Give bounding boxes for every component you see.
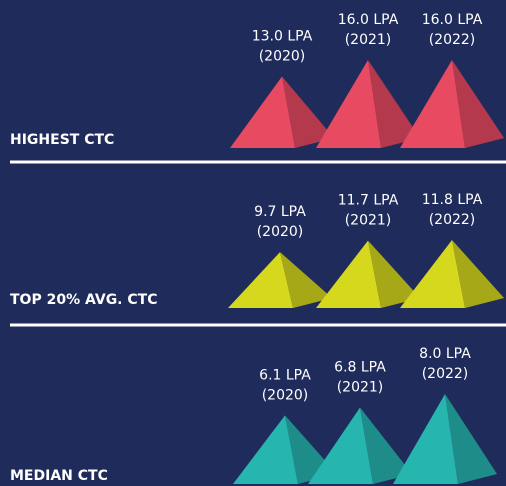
category-label: (2022) bbox=[429, 32, 476, 48]
category-label: (2021) bbox=[337, 380, 384, 396]
value-label: 9.7 LPA bbox=[254, 204, 306, 220]
panel-title: TOP 20% AVG. CTC bbox=[10, 292, 157, 308]
category-label: (2022) bbox=[422, 366, 469, 382]
category-label: (2022) bbox=[429, 212, 476, 228]
category-label: (2020) bbox=[259, 49, 306, 65]
value-label: 8.0 LPA bbox=[419, 346, 471, 362]
category-label: (2020) bbox=[257, 224, 304, 240]
value-label: 13.0 LPA bbox=[252, 29, 313, 45]
category-label: (2021) bbox=[345, 213, 392, 229]
value-label: 16.0 LPA bbox=[422, 12, 483, 28]
value-label: 11.8 LPA bbox=[422, 192, 483, 208]
panel-title: HIGHEST CTC bbox=[10, 132, 114, 148]
value-label: 11.7 LPA bbox=[338, 193, 399, 209]
value-label: 6.1 LPA bbox=[259, 367, 311, 383]
category-label: (2021) bbox=[345, 32, 392, 48]
background bbox=[0, 0, 506, 486]
category-label: (2020) bbox=[262, 387, 309, 403]
infographic: HIGHEST CTC 13.0 LPA (2020) 16.0 LPA (2021) 1… bbox=[0, 0, 506, 486]
panel-title: MEDIAN CTC bbox=[10, 468, 108, 484]
value-label: 6.8 LPA bbox=[334, 360, 386, 376]
value-label: 16.0 LPA bbox=[338, 12, 399, 28]
